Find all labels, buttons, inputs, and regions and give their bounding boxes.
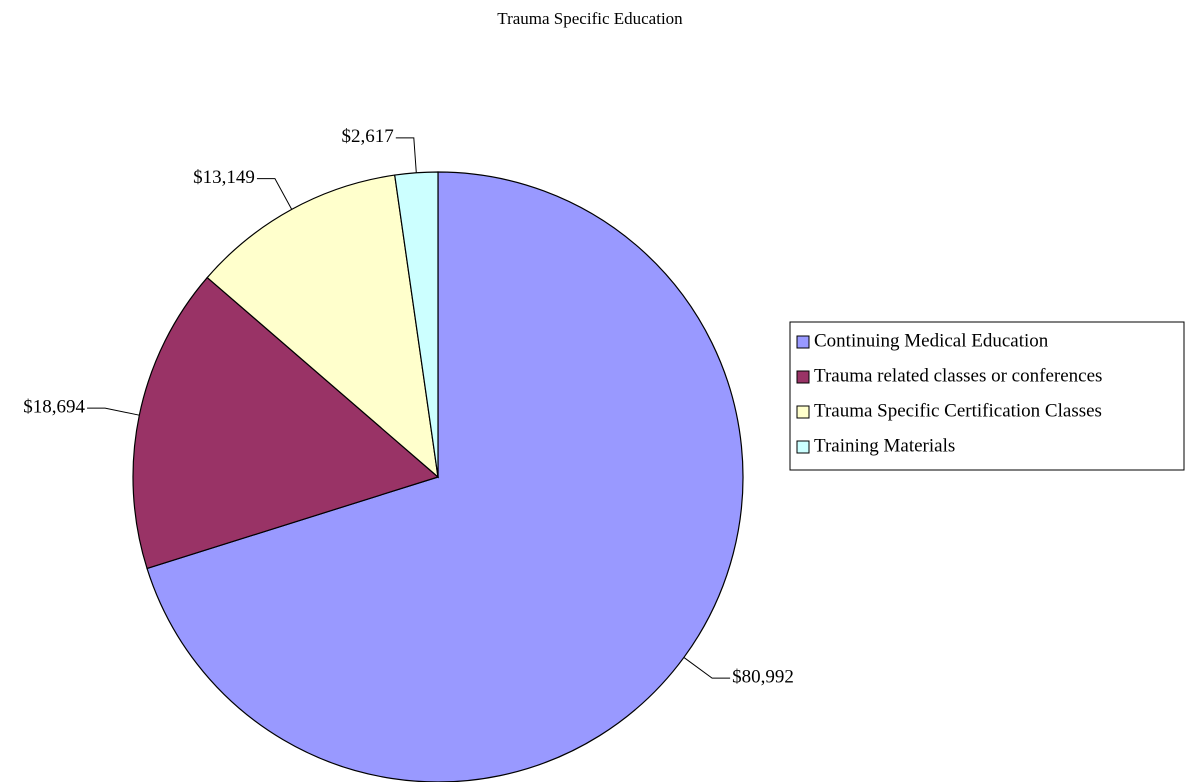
chart-title: Trauma Specific Education bbox=[497, 9, 683, 28]
leader-line bbox=[395, 137, 417, 173]
data-label: $18,694 bbox=[23, 396, 85, 417]
legend-swatch bbox=[796, 440, 810, 454]
legend-swatch bbox=[796, 405, 810, 419]
legend-label: Training Materials bbox=[814, 435, 955, 456]
data-label: $13,149 bbox=[193, 167, 255, 188]
pie-slice bbox=[206, 174, 439, 479]
legend-label: Trauma Specific Certification Classes bbox=[814, 400, 1102, 421]
legend-label: Trauma related classes or conferences bbox=[814, 365, 1102, 386]
data-label: $2,617 bbox=[342, 126, 394, 147]
legend-label: Continuing Medical Education bbox=[814, 330, 1049, 351]
legend-swatch bbox=[796, 335, 810, 349]
leader-line bbox=[683, 657, 731, 679]
pie-slice bbox=[146, 171, 744, 782]
legend-swatch bbox=[796, 370, 810, 384]
data-label: $80,992 bbox=[732, 667, 794, 688]
leader-line bbox=[87, 407, 140, 416]
leader-line bbox=[256, 178, 293, 210]
legend-box bbox=[789, 321, 1185, 471]
